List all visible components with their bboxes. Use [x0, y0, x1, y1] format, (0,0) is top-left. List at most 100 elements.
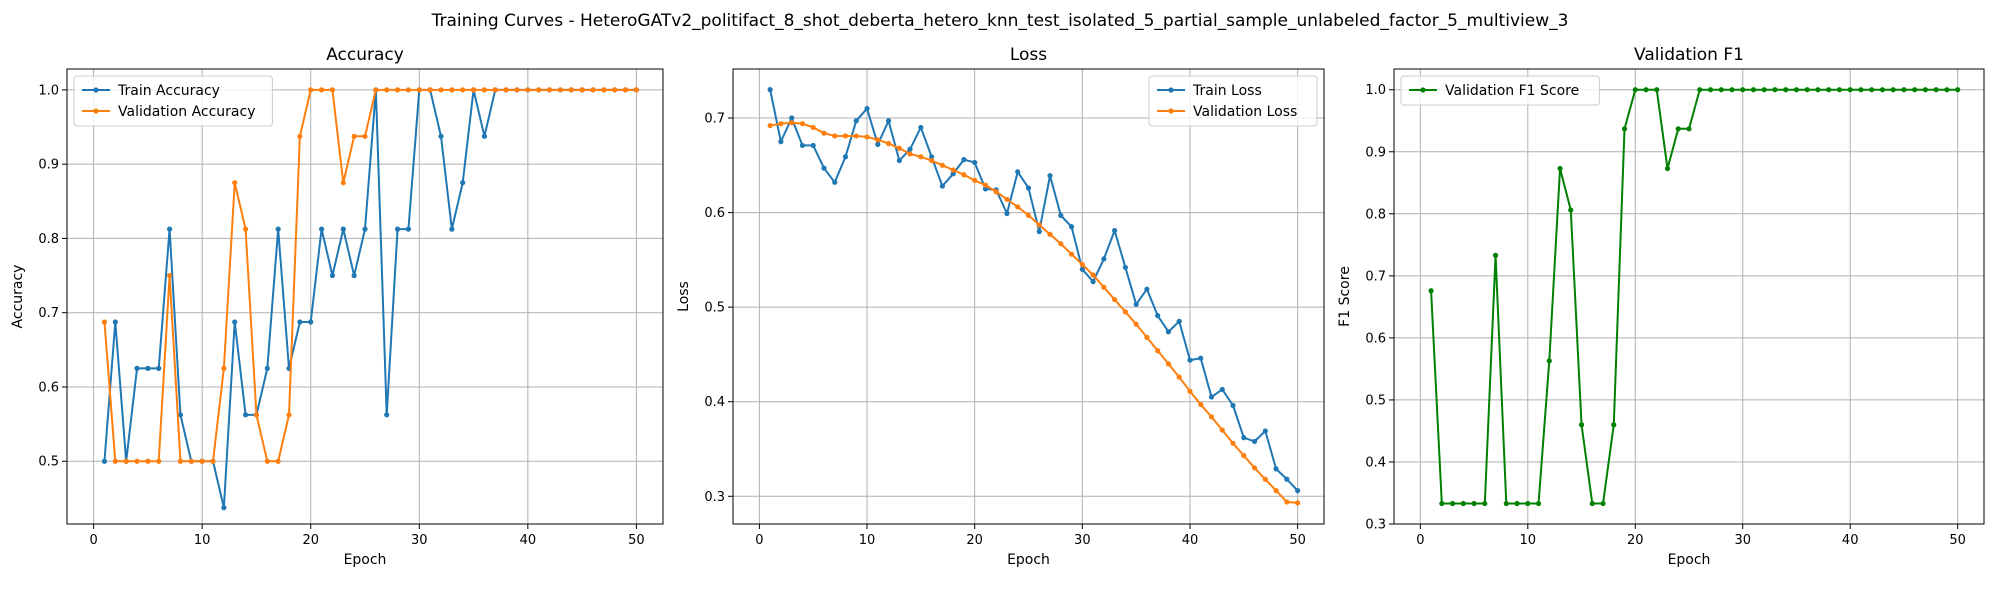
legend: Validation F1 Score	[1400, 75, 1600, 106]
x-tick-label: 30	[411, 533, 428, 548]
data-point	[1295, 488, 1301, 494]
legend-marker	[1420, 87, 1426, 93]
x-tick-label: 20	[302, 533, 319, 548]
data-point	[1514, 500, 1520, 507]
data-point	[1869, 87, 1875, 93]
data-point	[318, 87, 325, 93]
data-point	[1471, 500, 1477, 507]
data-point	[1176, 318, 1182, 324]
data-point	[1826, 87, 1832, 93]
data-point	[123, 458, 129, 464]
data-point	[1198, 355, 1204, 361]
data-point	[232, 180, 238, 186]
data-point	[1079, 266, 1085, 272]
data-point	[112, 458, 118, 464]
data-point	[918, 154, 924, 160]
data-point	[405, 87, 412, 93]
data-point	[264, 365, 270, 371]
y-tick-label: 0.4	[1365, 455, 1386, 470]
data-point	[1176, 374, 1182, 380]
data-point	[394, 226, 401, 232]
data-point	[1675, 126, 1681, 132]
data-point	[1241, 453, 1247, 459]
data-point	[460, 87, 466, 93]
data-point	[789, 115, 795, 121]
data-point	[1428, 288, 1434, 294]
data-point	[633, 87, 640, 93]
x-axis-label: Epoch	[344, 552, 387, 568]
data-point	[1632, 87, 1638, 93]
data-point	[1251, 465, 1258, 471]
data-point	[1219, 386, 1225, 393]
data-point	[1155, 348, 1161, 354]
y-tick-label: 0.4	[704, 395, 725, 410]
legend-box	[1148, 75, 1318, 127]
data-point	[101, 458, 108, 464]
data-point	[896, 145, 902, 151]
data-point	[156, 458, 162, 464]
data-point	[1535, 500, 1542, 507]
data-point	[1492, 252, 1499, 258]
data-point	[1284, 499, 1290, 505]
data-point	[778, 121, 784, 127]
data-point	[308, 319, 314, 325]
axes-frame	[66, 68, 664, 525]
data-point	[460, 180, 466, 186]
legend-label: Validation Accuracy	[118, 104, 256, 120]
y-tick-label: 0.3	[704, 490, 725, 505]
data-point	[1058, 241, 1064, 247]
data-point	[1047, 173, 1053, 179]
data-point	[1449, 500, 1456, 507]
data-point	[297, 319, 303, 325]
legend-label: Validation F1 Score	[1445, 83, 1579, 99]
data-point	[1482, 500, 1488, 507]
data-point	[373, 87, 379, 93]
data-point	[1187, 357, 1193, 363]
y-axis-label: F1 Score	[1337, 266, 1353, 327]
legend-label: Train Accuracy	[117, 83, 220, 99]
data-point	[1295, 500, 1301, 506]
data-point	[492, 87, 498, 93]
data-point	[188, 458, 194, 464]
data-point	[1068, 251, 1075, 257]
data-point	[1230, 402, 1236, 409]
data-point	[907, 146, 913, 152]
x-tick-label: 40	[1182, 533, 1199, 548]
data-point	[864, 105, 870, 112]
data-point	[1219, 427, 1225, 433]
subplot-1: 0 10 20 30 40 50 0.5 0.6 0.7 0.8 0.9 1.0 Accuracy Epo…	[10, 45, 664, 568]
legend-marker	[93, 87, 99, 93]
data-point	[1058, 212, 1064, 219]
data-point	[1251, 438, 1258, 445]
y-tick-label: 0.8	[1365, 207, 1386, 222]
data-point	[568, 87, 574, 93]
data-point	[832, 133, 838, 139]
y-tick-label: 0.6	[1365, 331, 1386, 346]
data-point	[1004, 210, 1010, 217]
data-point	[1015, 204, 1021, 210]
data-point	[601, 87, 607, 93]
subplot-title: Accuracy	[326, 45, 404, 65]
data-point	[177, 412, 184, 418]
data-point	[1729, 87, 1735, 93]
data-point	[1589, 500, 1595, 507]
axes-frame	[732, 68, 1325, 525]
legend-marker	[93, 108, 99, 114]
data-point	[939, 162, 945, 168]
x-tick-label: 10	[1520, 533, 1537, 548]
data-point	[308, 87, 314, 93]
data-point	[1912, 87, 1918, 93]
data-point	[961, 172, 967, 178]
subplot-2: 0 10 20 30 40 50 0.3 0.4 0.5 0.6 0.7 Loss Epoch Loss T…	[676, 45, 1325, 568]
data-point	[1557, 165, 1563, 172]
x-tick-label: 10	[859, 533, 876, 548]
data-point	[166, 272, 173, 279]
data-point	[275, 458, 281, 464]
data-point	[177, 458, 184, 464]
data-point	[1090, 279, 1096, 285]
data-point	[1460, 500, 1466, 507]
data-point	[1922, 87, 1929, 93]
x-axis-label: Epoch	[1007, 552, 1050, 568]
data-point	[1686, 126, 1692, 132]
data-point	[1015, 169, 1021, 175]
